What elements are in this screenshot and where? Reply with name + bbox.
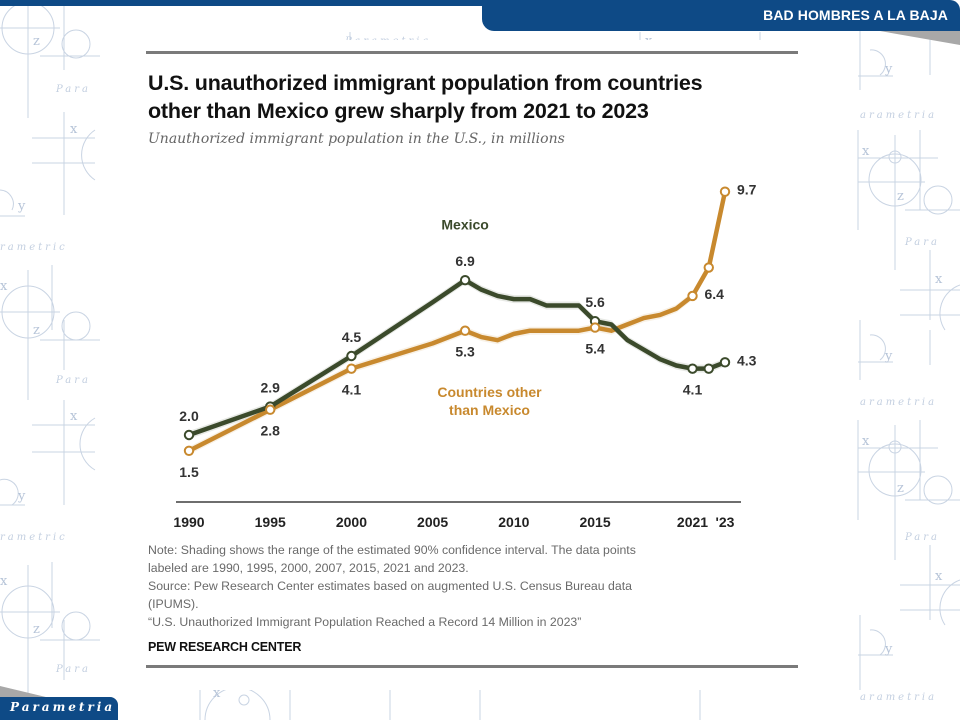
data-point-other — [459, 325, 471, 336]
data-point-mexico — [183, 429, 195, 441]
data-point-other — [687, 290, 698, 302]
data-point-mexico — [346, 350, 357, 362]
data-point-mexico — [459, 274, 471, 286]
svg-text:y: y — [17, 489, 26, 504]
data-label: 2.8 — [260, 423, 280, 439]
series-line-mexico — [186, 277, 728, 438]
data-label: 4.5 — [342, 329, 362, 345]
svg-text:z: z — [897, 481, 904, 496]
chart-notes: Note: Shading shows the range of the est… — [148, 541, 808, 631]
legend-label-mexico: Mexico — [441, 217, 488, 233]
x-tick-label: 1990 — [173, 514, 204, 530]
series-line-other — [186, 189, 728, 454]
data-label: 9.7 — [737, 182, 757, 198]
data-label: 4.3 — [737, 352, 757, 368]
chart-title: U.S. unauthorized immigrant population f… — [148, 69, 808, 125]
svg-text:arametria: arametria — [860, 397, 937, 408]
source-line: Source: Pew Research Center estimates ba… — [148, 579, 632, 593]
banner-shadow — [880, 31, 960, 45]
logo-shadow — [0, 686, 50, 698]
svg-text:z: z — [897, 189, 904, 204]
svg-text:x: x — [935, 569, 943, 584]
svg-text:x: x — [70, 122, 78, 137]
data-point-other — [589, 322, 601, 333]
data-point-mexico — [687, 363, 698, 374]
data-label: 2.9 — [260, 380, 280, 396]
bottom-rule — [146, 665, 798, 668]
top-banner-strip — [0, 0, 482, 6]
svg-text:Para: Para — [55, 375, 91, 386]
legend-label-other: than Mexico — [449, 402, 530, 418]
svg-text:y: y — [884, 349, 893, 364]
data-label: 5.4 — [585, 341, 605, 357]
x-tick-label: 2000 — [336, 514, 367, 530]
data-label: 5.3 — [455, 344, 475, 360]
data-label: 1.5 — [179, 464, 199, 480]
svg-text:z: z — [33, 323, 40, 338]
parametria-logo: Parametria — [0, 697, 118, 720]
data-label: 4.1 — [683, 382, 703, 398]
source-line: (IPUMS). — [148, 597, 199, 611]
top-banner: BAD HOMBRES A LA BAJA — [482, 0, 960, 31]
x-tick-label: '23 — [716, 514, 735, 530]
data-label: 6.4 — [705, 286, 725, 302]
x-tick-label: 2021 — [677, 514, 708, 530]
svg-text:Para: Para — [904, 237, 940, 248]
data-point-other — [346, 363, 357, 374]
svg-text:Para: Para — [55, 664, 91, 675]
svg-text:Para: Para — [904, 532, 940, 543]
svg-text:x: x — [862, 434, 870, 449]
svg-text:rametric: rametric — [0, 242, 68, 253]
svg-text:x: x — [0, 279, 8, 294]
svg-text:Para: Para — [55, 84, 91, 95]
x-tick-label: 1995 — [255, 514, 286, 530]
svg-text:x: x — [70, 409, 78, 424]
data-point-other — [183, 445, 195, 456]
svg-text:arametria: arametria — [860, 692, 937, 703]
data-point-mexico — [703, 363, 714, 374]
svg-text:y: y — [884, 62, 893, 77]
svg-text:x: x — [935, 272, 943, 287]
svg-text:y: y — [884, 642, 893, 657]
banner-title: BAD HOMBRES A LA BAJA — [763, 7, 948, 23]
x-tick-label: 2005 — [417, 514, 448, 530]
chart-subtitle: Unauthorized immigrant population in the… — [148, 131, 565, 147]
svg-text:y: y — [17, 199, 26, 214]
data-label: 4.1 — [342, 382, 362, 398]
data-point-other — [703, 262, 714, 273]
legend-label-other: Countries other — [437, 384, 542, 400]
source-brand: PEW RESEARCH CENTER — [148, 640, 302, 654]
top-rule — [146, 51, 798, 54]
chart-title-line-1: U.S. unauthorized immigrant population f… — [148, 71, 703, 95]
x-tick-label: 2010 — [498, 514, 529, 530]
svg-text:x: x — [0, 574, 8, 589]
svg-text:x: x — [862, 144, 870, 159]
note-line: labeled are 1990, 1995, 2000, 2007, 2015… — [148, 561, 469, 575]
data-label: 5.6 — [585, 294, 605, 310]
data-point-other — [265, 404, 276, 415]
note-line: Note: Shading shows the range of the est… — [148, 543, 636, 557]
data-label: 6.9 — [455, 253, 475, 269]
data-point-other — [719, 186, 731, 197]
svg-text:z: z — [33, 34, 40, 49]
svg-text:arametria: arametria — [860, 110, 937, 121]
data-point-mexico — [719, 357, 731, 368]
report-title-line: “U.S. Unauthorized Immigrant Population … — [148, 615, 582, 629]
svg-text:z: z — [33, 622, 40, 637]
data-label: 2.0 — [179, 408, 199, 424]
svg-text:rametric: rametric — [0, 532, 68, 543]
chart-title-line-2: other than Mexico grew sharply from 2021… — [148, 99, 649, 123]
x-tick-label: 2015 — [579, 514, 610, 530]
svg-text:x: x — [213, 686, 221, 701]
logo-text: Parametria — [10, 700, 116, 714]
